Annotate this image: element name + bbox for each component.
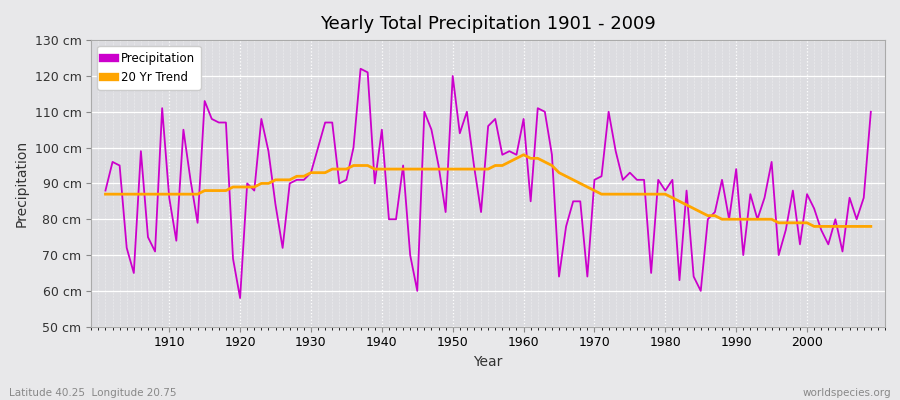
20 Yr Trend bbox=[610, 192, 621, 196]
Line: 20 Yr Trend: 20 Yr Trend bbox=[105, 155, 871, 226]
Precipitation bbox=[235, 296, 246, 300]
Precipitation bbox=[866, 109, 877, 114]
X-axis label: Year: Year bbox=[473, 355, 503, 369]
Precipitation bbox=[157, 106, 167, 110]
20 Yr Trend bbox=[356, 163, 366, 168]
Text: worldspecies.org: worldspecies.org bbox=[803, 388, 891, 398]
Precipitation bbox=[100, 188, 111, 193]
Legend: Precipitation, 20 Yr Trend: Precipitation, 20 Yr Trend bbox=[97, 46, 201, 90]
20 Yr Trend bbox=[157, 192, 167, 196]
20 Yr Trend bbox=[809, 224, 820, 229]
20 Yr Trend bbox=[518, 152, 529, 157]
Text: Latitude 40.25  Longitude 20.75: Latitude 40.25 Longitude 20.75 bbox=[9, 388, 176, 398]
Title: Yearly Total Precipitation 1901 - 2009: Yearly Total Precipitation 1901 - 2009 bbox=[320, 15, 656, 33]
20 Yr Trend bbox=[511, 156, 522, 161]
20 Yr Trend bbox=[526, 156, 536, 161]
Precipitation bbox=[526, 199, 536, 204]
Precipitation bbox=[617, 178, 628, 182]
Y-axis label: Precipitation: Precipitation bbox=[15, 140, 29, 227]
Precipitation bbox=[356, 66, 366, 71]
20 Yr Trend bbox=[312, 170, 323, 175]
20 Yr Trend bbox=[100, 192, 111, 196]
20 Yr Trend bbox=[866, 224, 877, 229]
Line: Precipitation: Precipitation bbox=[105, 69, 871, 298]
Precipitation bbox=[532, 106, 543, 110]
Precipitation bbox=[320, 120, 330, 125]
Precipitation bbox=[369, 181, 380, 186]
